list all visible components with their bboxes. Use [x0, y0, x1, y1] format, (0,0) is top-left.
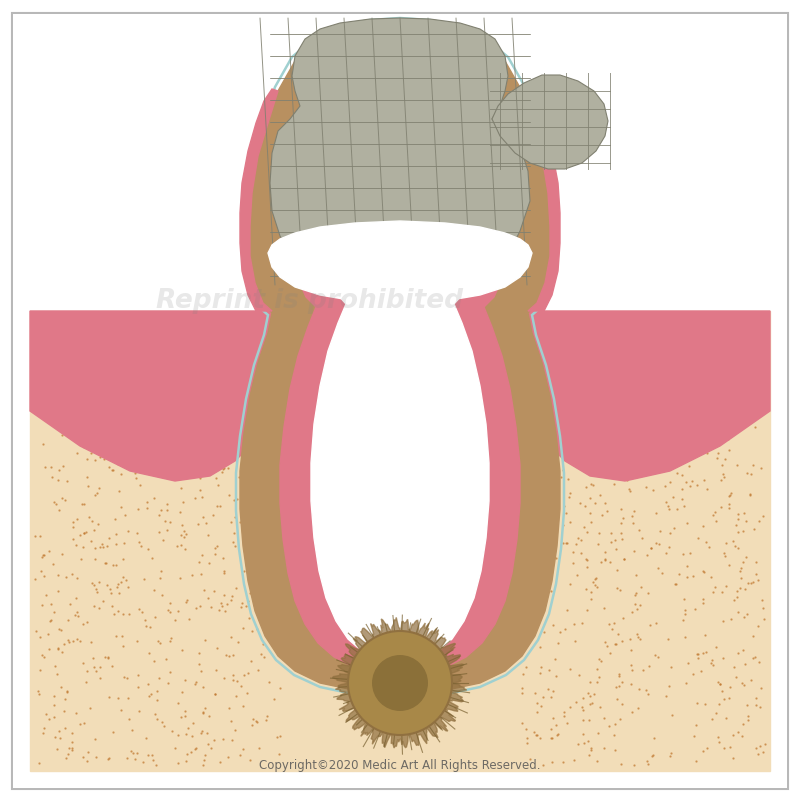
Polygon shape: [270, 18, 530, 285]
Polygon shape: [240, 21, 560, 693]
Polygon shape: [492, 75, 608, 169]
Polygon shape: [311, 61, 489, 663]
Circle shape: [348, 631, 452, 735]
Polygon shape: [30, 311, 272, 481]
Polygon shape: [240, 89, 278, 311]
Polygon shape: [362, 311, 438, 659]
Polygon shape: [280, 43, 520, 675]
Text: Copyright©2020 Medic Art All Rights Reserved.: Copyright©2020 Medic Art All Rights Rese…: [259, 759, 541, 772]
Circle shape: [372, 655, 428, 711]
Polygon shape: [268, 221, 532, 303]
Polygon shape: [528, 311, 770, 481]
Polygon shape: [30, 311, 770, 771]
Polygon shape: [522, 89, 560, 311]
Text: Reprint is prohibited: Reprint is prohibited: [157, 288, 463, 314]
Polygon shape: [332, 618, 466, 748]
